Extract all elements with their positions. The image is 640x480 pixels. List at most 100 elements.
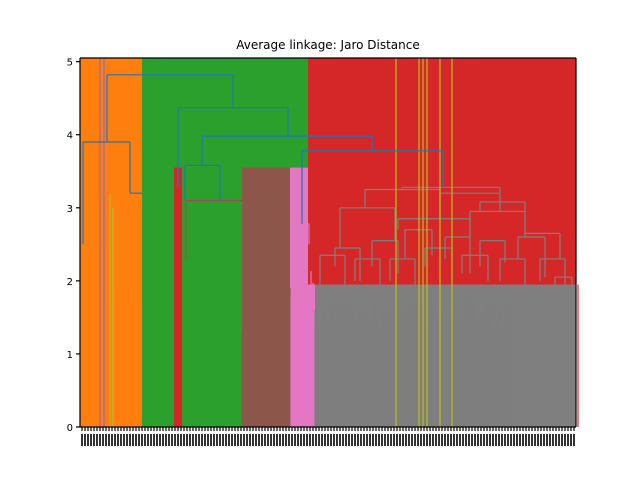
x-tick-label-mark-112	[417, 434, 419, 446]
x-tick-label-mark-64	[273, 434, 275, 446]
x-tick-label-mark-128	[465, 434, 467, 446]
x-tick-label-mark-49	[228, 434, 230, 446]
x-tick-label-mark-105	[396, 434, 398, 446]
x-tick-label-mark-33	[180, 434, 182, 446]
x-tick-label-mark-59	[258, 434, 260, 446]
x-tick-label-mark-61	[264, 434, 266, 446]
x-tick-label-mark-28	[165, 434, 167, 446]
x-tick-label-mark-0	[81, 434, 83, 446]
x-tick-label-mark-102	[387, 434, 389, 446]
x-tick-label-mark-38	[195, 434, 197, 446]
x-tick-label-mark-78	[315, 434, 317, 446]
x-tick-label-mark-89	[348, 434, 350, 446]
x-tick-label-mark-34	[183, 434, 185, 446]
x-tick-label-mark-54	[243, 434, 245, 446]
x-tick-label-mark-144	[513, 434, 515, 446]
x-tick-label-mark-14	[123, 434, 125, 446]
x-tick-label-mark-75	[306, 434, 308, 446]
x-tick-label-mark-90	[351, 434, 353, 446]
x-tick-label-mark-67	[282, 434, 284, 446]
x-tick-label-mark-60	[261, 434, 263, 446]
x-tick-label-mark-95	[366, 434, 368, 446]
x-tick-label-mark-76	[309, 434, 311, 446]
x-tick-label-mark-93	[360, 434, 362, 446]
x-tick-label-mark-62	[267, 434, 269, 446]
x-tick-label-mark-52	[237, 434, 239, 446]
plot-area: 0 1 2 3 4 5	[67, 57, 579, 446]
x-tick-label-mark-108	[405, 434, 407, 446]
x-tick-label-mark-154	[543, 434, 545, 446]
x-tick-label-mark-57	[252, 434, 254, 446]
x-tick-label-mark-116	[429, 434, 431, 446]
x-tick-label-mark-46	[219, 434, 221, 446]
x-tick-label-mark-69	[288, 434, 290, 446]
x-tick-label-mark-31	[174, 434, 176, 446]
x-tick-label-mark-63	[270, 434, 272, 446]
x-tick-label-mark-158	[555, 434, 557, 446]
x-tick-label-mark-56	[249, 434, 251, 446]
x-tick-label-mark-19	[138, 434, 140, 446]
cluster-block-red-large	[308, 58, 576, 285]
x-tick-label-mark-161	[564, 434, 566, 446]
x-tick-label-mark-36	[189, 434, 191, 446]
x-tick-label-mark-10	[111, 434, 113, 446]
x-tick-label-mark-94	[363, 434, 365, 446]
x-tick-label-mark-153	[540, 434, 542, 446]
y-tick-label-4: 4	[67, 131, 73, 142]
x-tick-label-mark-122	[447, 434, 449, 446]
x-tick-label-mark-138	[495, 434, 497, 446]
x-tick-label-mark-124	[453, 434, 455, 446]
x-tick-label-mark-156	[549, 434, 551, 446]
x-tick-label-mark-41	[204, 434, 206, 446]
x-tick-label-mark-20	[141, 434, 143, 446]
x-tick-label-mark-65	[276, 434, 278, 446]
x-tick-label-mark-68	[285, 434, 287, 446]
x-tick-label-mark-92	[357, 434, 359, 446]
x-tick-label-mark-87	[342, 434, 344, 446]
x-tick-label-mark-140	[501, 434, 503, 446]
x-tick-label-mark-29	[168, 434, 170, 446]
x-tick-label-mark-99	[378, 434, 380, 446]
x-tick-label-mark-132	[477, 434, 479, 446]
x-tick-label-mark-42	[207, 434, 209, 446]
x-tick-label-mark-164	[573, 434, 575, 446]
x-tick-label-mark-143	[510, 434, 512, 446]
x-tick-label-mark-118	[435, 434, 437, 446]
x-tick-label-mark-66	[279, 434, 281, 446]
x-tick-label-mark-136	[489, 434, 491, 446]
x-tick-label-mark-129	[468, 434, 470, 446]
x-tick-label-mark-146	[519, 434, 521, 446]
x-tick-label-mark-162	[567, 434, 569, 446]
x-tick-label-mark-127	[462, 434, 464, 446]
x-tick-label-mark-150	[531, 434, 533, 446]
x-tick-label-mark-139	[498, 434, 500, 446]
x-tick-label-mark-84	[333, 434, 335, 446]
cluster-block-green-gap	[182, 58, 186, 427]
x-tick-label-mark-106	[399, 434, 401, 446]
x-tick-label-mark-149	[528, 434, 530, 446]
x-tick-label-mark-160	[561, 434, 563, 446]
x-tick-label-mark-17	[132, 434, 134, 446]
x-tick-label-mark-141	[504, 434, 506, 446]
x-tick-label-mark-5	[96, 434, 98, 446]
x-tick-label-mark-9	[108, 434, 110, 446]
x-tick-label-mark-26	[159, 434, 161, 446]
x-tick-label-mark-47	[222, 434, 224, 446]
x-tick-label-mark-8	[105, 434, 107, 446]
x-tick-label-mark-82	[327, 434, 329, 446]
x-tick-label-mark-83	[330, 434, 332, 446]
x-tick-label-mark-91	[354, 434, 356, 446]
x-tick-label-mark-130	[471, 434, 473, 446]
x-tick-label-mark-22	[147, 434, 149, 446]
chart-title: Average linkage: Jaro Distance	[236, 38, 420, 52]
x-tick-label-mark-98	[375, 434, 377, 446]
x-tick-label-mark-111	[414, 434, 416, 446]
y-tick-label-0: 0	[67, 423, 73, 434]
x-tick-label-mark-155	[546, 434, 548, 446]
x-tick-label-mark-134	[483, 434, 485, 446]
x-tick-label-mark-157	[552, 434, 554, 446]
x-tick-label-mark-53	[240, 434, 242, 446]
cluster-block-green-top	[142, 58, 308, 168]
x-tick-label-mark-163	[570, 434, 572, 446]
